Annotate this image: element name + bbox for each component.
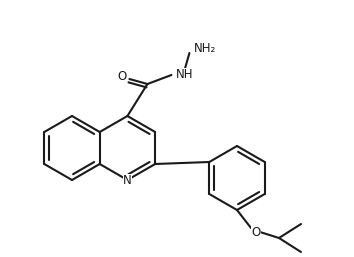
Text: NH₂: NH₂ xyxy=(193,41,216,54)
Text: O: O xyxy=(118,69,127,82)
Text: O: O xyxy=(251,225,261,238)
Text: N: N xyxy=(123,173,132,187)
Text: NH: NH xyxy=(176,68,193,80)
